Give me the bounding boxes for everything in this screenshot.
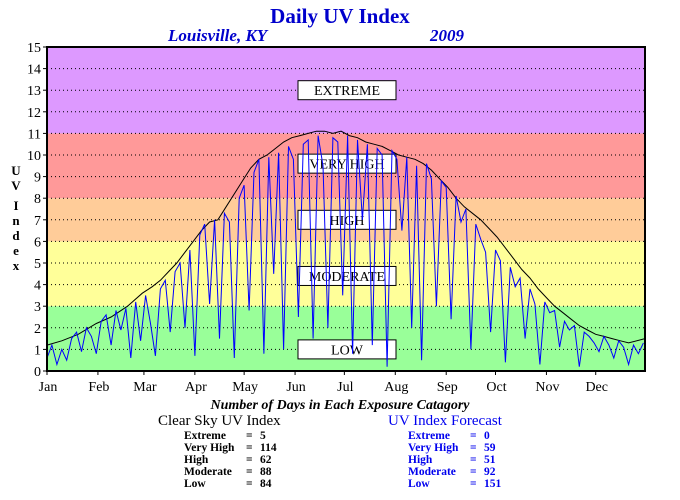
year-label: 2009 [430, 26, 464, 45]
band-label-box [297, 339, 397, 360]
band-label-extreme: EXTREME [314, 84, 380, 99]
band-label-box [297, 265, 397, 286]
y-axis-label-char: I [13, 198, 18, 213]
y-tick-label: 13 [27, 84, 41, 99]
x-tick-label-jul: Jul [337, 380, 353, 395]
forecast-line [46, 135, 644, 367]
x-tick-label-oct: Oct [486, 380, 506, 395]
y-tick-label: 0 [34, 365, 41, 380]
y-axis-label-char: n [12, 213, 20, 228]
band-label-moderate: MODERATE [309, 270, 385, 285]
x-tick-label-mar: Mar [133, 380, 157, 395]
y-tick-label: 14 [27, 63, 41, 78]
forecast-row-moderate: Moderate = 92 [408, 466, 496, 478]
x-tick-label-jun: Jun [286, 380, 305, 395]
plot-frame [46, 46, 646, 372]
x-tick-label-jan: Jan [39, 380, 58, 395]
y-tick-label: 9 [34, 171, 41, 186]
chart-title: Daily UV Index [270, 4, 410, 28]
location-label: Louisville, KY [168, 26, 268, 45]
y-axis-label-char: d [12, 228, 20, 243]
clear-sky-title: Clear Sky UV Index [158, 413, 281, 429]
clear-sky-row-low: Low = 84 [184, 478, 272, 490]
x-tick-label-may: May [232, 380, 258, 395]
clear-sky-row-extreme: Extreme = 5 [184, 430, 266, 442]
y-tick-label: 5 [34, 257, 41, 272]
x-tick-label-apr: Apr [185, 380, 207, 395]
y-tick-label: 1 [34, 343, 41, 358]
forecast-row-low: Low = 151 [408, 478, 502, 490]
clear-sky-row-high: High = 62 [184, 454, 272, 466]
band-label-box [297, 80, 397, 101]
y-tick-label: 11 [28, 127, 41, 142]
y-axis-label-char: U [11, 163, 21, 178]
y-axis-label-char: x [13, 258, 20, 273]
x-tick-label-feb: Feb [88, 380, 109, 395]
forecast-row-very-high: Very High = 59 [408, 442, 496, 454]
y-tick-label: 2 [34, 322, 41, 337]
y-tick-label: 3 [34, 300, 41, 315]
x-tick-label-aug: Aug [384, 380, 408, 395]
y-tick-label: 4 [34, 279, 41, 294]
y-axis-label-char: e [13, 243, 19, 258]
band-low [47, 306, 645, 371]
y-tick-label: 15 [27, 41, 41, 56]
y-axis-label-char: V [11, 178, 21, 193]
band-label-box [297, 209, 397, 230]
x-tick-label-dec: Dec [585, 380, 608, 395]
y-tick-label: 6 [34, 235, 41, 250]
x-tick-label-sep: Sep [437, 380, 458, 395]
summary-heading: Number of Days in Each Exposure Catagory [210, 398, 470, 413]
forecast-row-high: High = 51 [408, 454, 496, 466]
y-tick-label: 12 [27, 106, 41, 121]
forecast-row-extreme: Extreme = 0 [408, 430, 490, 442]
band-label-low: LOW [331, 343, 364, 358]
forecast-title: UV Index Forecast [388, 413, 502, 429]
band-label-high: HIGH [330, 214, 365, 229]
clear-sky-line [46, 130, 646, 346]
y-tick-label: 7 [34, 214, 41, 229]
y-tick-label: 8 [34, 192, 41, 207]
x-tick-label-nov: Nov [535, 380, 559, 395]
clear-sky-row-very-high: Very High = 114 [184, 442, 277, 454]
y-tick-label: 10 [27, 149, 41, 164]
clear-sky-row-moderate: Moderate = 88 [184, 466, 272, 478]
